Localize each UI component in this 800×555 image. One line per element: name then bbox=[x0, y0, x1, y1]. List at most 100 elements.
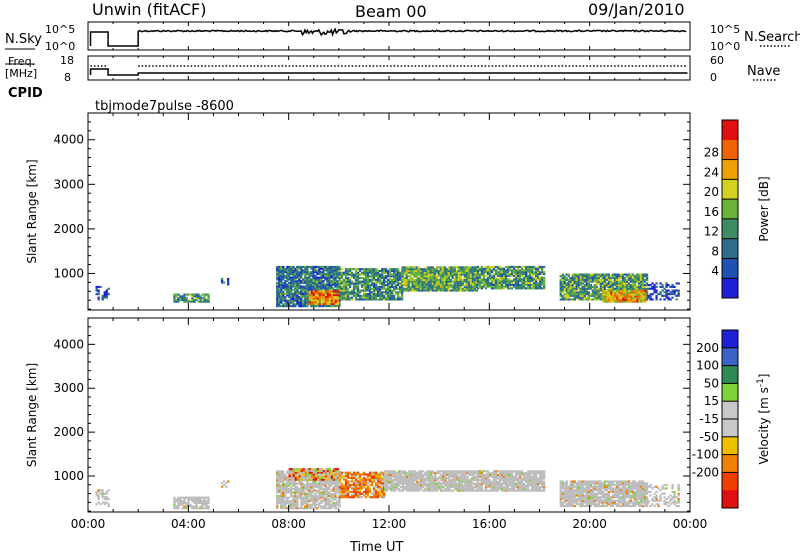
data-cell bbox=[436, 483, 438, 485]
data-cell bbox=[333, 303, 335, 305]
data-cell bbox=[282, 296, 284, 298]
data-cell bbox=[418, 488, 420, 490]
data-cell bbox=[298, 488, 300, 490]
data-cell bbox=[651, 298, 653, 300]
data-cell bbox=[594, 290, 596, 292]
data-cell bbox=[527, 271, 529, 273]
data-cell bbox=[604, 299, 606, 301]
data-cell bbox=[286, 476, 288, 478]
data-cell bbox=[187, 502, 189, 504]
data-cell bbox=[319, 299, 321, 301]
data-cell bbox=[420, 288, 422, 290]
data-cell bbox=[381, 472, 383, 474]
data-cell bbox=[185, 497, 187, 499]
data-cell bbox=[320, 495, 322, 497]
data-cell bbox=[389, 293, 391, 295]
data-cell bbox=[290, 500, 292, 502]
data-cell bbox=[290, 296, 292, 298]
data-cell bbox=[630, 292, 632, 294]
data-cell bbox=[369, 293, 371, 295]
data-cell bbox=[363, 274, 365, 276]
data-cell bbox=[614, 288, 616, 290]
data-cell bbox=[456, 279, 458, 281]
data-cell bbox=[673, 290, 675, 292]
data-cell bbox=[385, 291, 387, 293]
data-cell bbox=[402, 483, 404, 485]
data-cell bbox=[365, 480, 367, 482]
data-cell bbox=[286, 498, 288, 500]
data-cell bbox=[481, 286, 483, 288]
data-cell bbox=[515, 284, 517, 286]
data-cell bbox=[410, 486, 412, 488]
data-cell bbox=[402, 274, 404, 276]
data-cell bbox=[280, 504, 282, 506]
data-cell bbox=[314, 268, 316, 270]
data-cell bbox=[432, 270, 434, 272]
data-cell bbox=[470, 266, 472, 268]
data-cell bbox=[282, 479, 284, 481]
data-cell bbox=[292, 504, 294, 506]
data-cell bbox=[479, 277, 481, 279]
data-cell bbox=[418, 282, 420, 284]
data-cell bbox=[329, 290, 331, 292]
data-cell bbox=[576, 286, 578, 288]
data-cell bbox=[337, 299, 339, 301]
data-cell bbox=[324, 498, 326, 500]
data-cell bbox=[276, 282, 278, 284]
data-cell bbox=[499, 266, 501, 268]
data-cell bbox=[288, 277, 290, 279]
data-cell bbox=[371, 279, 373, 281]
data-cell bbox=[278, 479, 280, 481]
data-cell bbox=[402, 282, 404, 284]
data-cell bbox=[316, 495, 318, 497]
data-cell bbox=[481, 470, 483, 472]
data-cell bbox=[300, 498, 302, 500]
data-cell bbox=[361, 479, 363, 481]
data-cell bbox=[430, 472, 432, 474]
data-cell bbox=[436, 270, 438, 272]
data-cell bbox=[618, 274, 620, 276]
data-cell bbox=[296, 266, 298, 268]
data-cell bbox=[310, 271, 312, 273]
data-cell bbox=[458, 483, 460, 485]
data-cell bbox=[515, 278, 517, 280]
data-cell bbox=[396, 472, 398, 474]
data-cell bbox=[319, 468, 321, 470]
data-cell bbox=[424, 472, 426, 474]
data-cell bbox=[497, 275, 499, 277]
data-cell bbox=[300, 502, 302, 504]
data-cell bbox=[324, 273, 326, 275]
data-cell bbox=[493, 286, 495, 288]
data-cell bbox=[318, 286, 320, 288]
data-cell bbox=[426, 286, 428, 288]
data-cell bbox=[428, 266, 430, 268]
data-cell bbox=[638, 281, 640, 283]
data-cell bbox=[280, 502, 282, 504]
data-cell bbox=[345, 286, 347, 288]
data-cell bbox=[418, 279, 420, 281]
data-cell bbox=[472, 290, 474, 292]
data-cell bbox=[367, 282, 369, 284]
data-cell bbox=[663, 298, 665, 300]
data-cell bbox=[458, 282, 460, 284]
data-cell bbox=[297, 468, 299, 470]
data-cell bbox=[509, 278, 511, 280]
data-cell bbox=[298, 286, 300, 288]
data-cell bbox=[384, 488, 386, 490]
data-cell bbox=[636, 279, 638, 281]
data-cell bbox=[355, 279, 357, 281]
data-cell bbox=[422, 474, 424, 476]
data-cell bbox=[276, 486, 278, 488]
data-cell bbox=[347, 297, 349, 299]
data-cell bbox=[292, 271, 294, 273]
data-cell bbox=[596, 298, 598, 300]
data-cell bbox=[590, 288, 592, 290]
data-cell bbox=[323, 477, 325, 479]
data-cell bbox=[386, 486, 388, 488]
data-cell bbox=[399, 279, 401, 281]
data-cell bbox=[317, 299, 319, 301]
data-cell bbox=[289, 477, 291, 479]
data-cell bbox=[610, 286, 612, 288]
data-cell bbox=[466, 277, 468, 279]
data-cell bbox=[276, 305, 278, 307]
